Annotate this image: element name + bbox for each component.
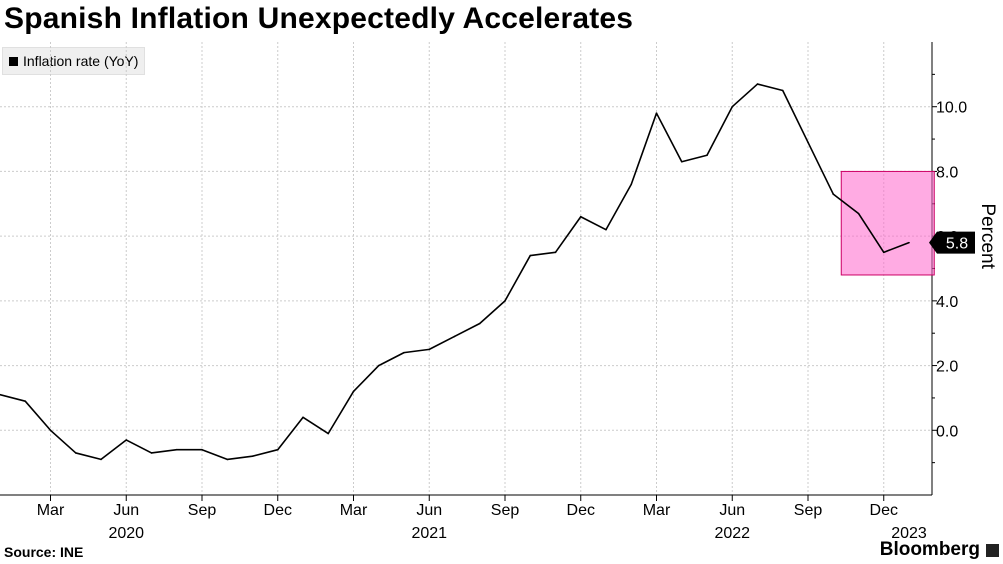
data-point [554,251,557,254]
data-point [807,141,809,144]
data-point [529,254,532,257]
bloomberg-terminal-icon [986,543,999,557]
data-point [403,351,405,354]
y-tick-label: 0.0 [936,423,958,440]
x-tick-label: Sep [491,502,520,519]
data-point [175,448,178,451]
data-point [857,212,860,215]
legend: Inflation rate (YoY) [2,47,146,75]
x-tick-label: Jun [113,502,139,519]
x-tick-label: Sep [794,502,823,519]
brand-logo: Bloomberg [880,539,999,561]
data-point [251,455,254,457]
data-point [655,112,658,114]
data-point [0,393,1,396]
data-point [605,228,607,231]
data-point [428,348,431,351]
series-line [0,83,910,461]
data-point [504,300,506,302]
data-point [302,416,304,419]
x-year-label: 2021 [411,525,447,542]
data-point [680,160,683,163]
data-point [630,183,633,186]
last-value-flag [929,231,975,254]
data-point [352,390,355,393]
data-point [327,432,330,435]
data-point [832,193,835,195]
data-point [100,458,102,461]
data-point [882,251,885,254]
y-tick-label: 8.0 [936,164,958,181]
data-point [453,335,456,338]
x-year-label: 2023 [891,525,927,542]
x-tick-label: Sep [188,502,217,519]
data-point [150,452,153,454]
x-year-label: 2022 [714,525,750,542]
source-note: Source: INE [4,544,84,560]
data-point [201,448,203,451]
data-point [781,89,784,92]
x-tick-label: Dec [870,502,898,519]
highlight-box [840,170,935,276]
data-point [579,215,582,218]
data-point [756,83,759,85]
x-tick-label: Mar [37,502,65,519]
chart-title: Spanish Inflation Unexpectedly Accelerat… [4,2,634,35]
x-tick-label: Mar [340,502,368,519]
data-point [478,322,481,325]
x-year-label: 2020 [108,525,144,542]
x-tick-label: Jun [719,502,745,519]
brand-name: Bloomberg [879,539,980,560]
data-point [908,241,910,244]
data-point [125,439,128,441]
data-point [49,429,52,432]
data-point [226,458,229,461]
y-axis-label: Percent [977,203,998,269]
legend-label: Inflation rate (YoY) [23,53,139,69]
x-tick-label: Mar [643,502,671,519]
y-tick-label: 10.0 [936,100,967,117]
x-tick-label: Jun [416,502,442,519]
data-point [74,452,77,454]
last-value-label: 5.8 [946,236,968,253]
x-tick-label: Dec [264,502,292,519]
data-point [731,105,734,108]
legend-swatch-icon [9,56,18,66]
data-point [276,448,279,451]
data-point [377,364,380,367]
data-point [706,154,708,157]
x-tick-label: Dec [567,502,595,519]
data-point [24,400,27,402]
y-tick-label: 2.0 [936,359,958,376]
y-tick-label: 4.0 [936,294,958,311]
